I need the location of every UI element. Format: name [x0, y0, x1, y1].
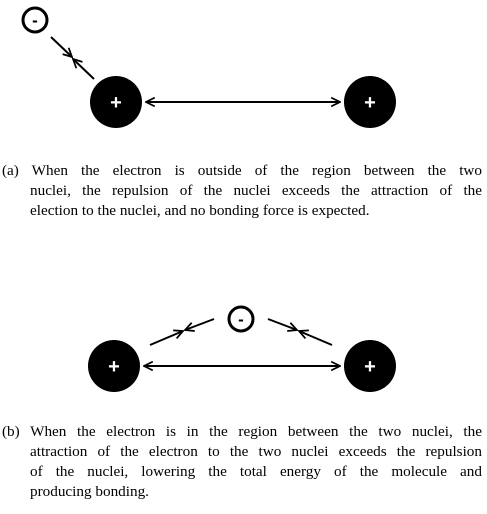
caption-a-line-2: nuclei, the repulsion of the nuclei exce…: [30, 182, 482, 199]
force-arrow-b-right-nucleus: [299, 331, 333, 346]
force-arrow-b-right-electron: [267, 318, 297, 330]
caption-a-line-1: (a) When the electron is outside of the …: [2, 162, 482, 179]
nucleus-b-left: +: [88, 340, 140, 392]
diagram-a: - + +: [21, 6, 396, 128]
electron-a: -: [21, 6, 49, 34]
electron-a-label: -: [32, 11, 38, 30]
nucleus-a-left-label: +: [110, 92, 122, 114]
force-arrow-b-left-electron: [185, 318, 215, 330]
caption-b-line-1: (b) When the electron is in the region b…: [2, 423, 482, 440]
electron-b: -: [227, 305, 255, 333]
caption-b-line-4: producing bonding.: [30, 483, 149, 500]
nucleus-b-right: +: [344, 340, 396, 392]
caption-b-line-2: attraction of the electron to the two nu…: [30, 443, 482, 460]
electron-b-label: -: [238, 310, 244, 329]
nucleus-a-right: +: [344, 76, 396, 128]
nucleus-a-right-label: +: [364, 92, 376, 114]
caption-b: (b) When the electron is in the region b…: [2, 422, 482, 502]
force-arrow-a-nucleus: [73, 59, 95, 80]
caption-a-line-3: election to the nuclei, and no bonding f…: [30, 202, 370, 219]
nucleus-a-left: +: [90, 76, 142, 128]
force-arrow-a-electron: [50, 36, 72, 57]
caption-b-line-3: of the nuclei, lowering the total energy…: [30, 463, 482, 480]
diagram-b: - + +: [88, 305, 396, 392]
caption-a: (a) When the electron is outside of the …: [2, 161, 482, 221]
nucleus-b-right-label: +: [364, 356, 376, 378]
nucleus-b-left-label: +: [108, 356, 120, 378]
force-arrow-b-left-nucleus: [149, 331, 183, 346]
